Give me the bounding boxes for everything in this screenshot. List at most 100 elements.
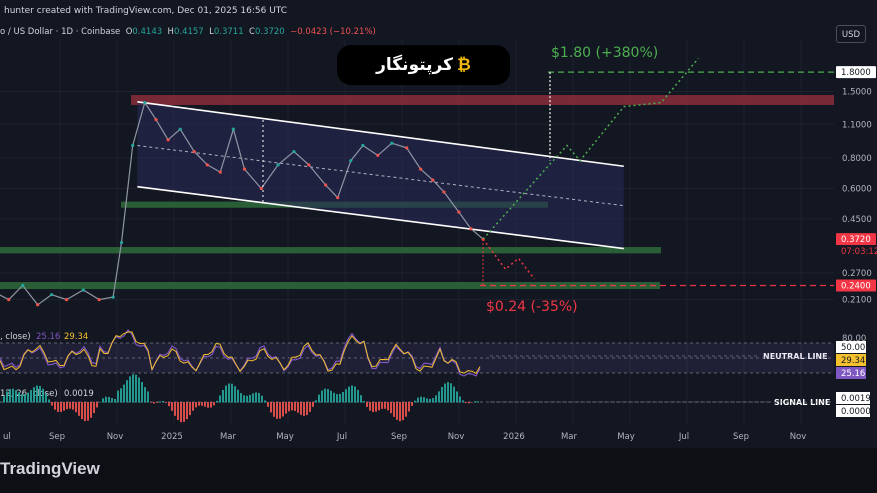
macd-bar xyxy=(279,402,281,419)
macd-bar xyxy=(417,397,419,403)
x-tick-label: ul xyxy=(3,432,11,442)
macd-bar xyxy=(138,377,140,403)
macd-bar xyxy=(204,402,206,407)
target-lines xyxy=(480,71,834,287)
zone-resistance xyxy=(131,95,834,105)
price-point xyxy=(349,159,353,163)
macd-bar xyxy=(309,402,311,412)
macd-bar xyxy=(324,388,326,403)
macd-bar xyxy=(327,388,329,403)
macd-bar xyxy=(318,394,320,403)
price-point xyxy=(469,227,473,231)
rsi-label-bg xyxy=(836,341,866,353)
currency-button[interactable]: USD xyxy=(836,25,866,43)
macd-bar xyxy=(273,402,275,417)
macd-bar xyxy=(354,386,356,403)
x-tick-label: 2025 xyxy=(161,432,183,442)
y-tick-label: 0.2100 xyxy=(842,296,872,306)
x-tick-label: May xyxy=(617,432,635,442)
macd-bar xyxy=(336,394,338,403)
macd-value: 0.0019 xyxy=(64,389,94,399)
channel-mid-line xyxy=(137,145,624,207)
price-point xyxy=(431,178,435,182)
macd-bar xyxy=(363,401,365,403)
channel-fill xyxy=(137,101,624,249)
macd-bar xyxy=(252,393,254,403)
macd-bar xyxy=(147,391,149,403)
macd-bar xyxy=(132,374,134,403)
bull-target-label: $1.80 (+380%) xyxy=(551,45,658,61)
macd-bar xyxy=(81,402,83,420)
channel-lower-line xyxy=(137,185,624,250)
macd-bar xyxy=(27,392,29,403)
macd-bar xyxy=(357,389,359,403)
macd-bar xyxy=(165,402,167,403)
macd-bar xyxy=(471,402,473,403)
bear-target-label: $0.24 (-35%) xyxy=(486,299,578,315)
macd-bar xyxy=(54,402,56,410)
macd-bar xyxy=(438,391,440,403)
price-label-bg xyxy=(836,233,876,246)
macd-bar xyxy=(270,402,272,413)
macd-bar xyxy=(291,402,293,411)
price-point xyxy=(166,138,170,142)
tradingview-logo[interactable]: TradingView xyxy=(0,459,100,479)
watermark-badge: کرپتونگار ₿ xyxy=(337,45,510,85)
macd-bar xyxy=(450,383,452,403)
macd-bar xyxy=(447,382,449,403)
neutral-line-label: NEUTRAL LINE xyxy=(763,352,828,361)
macd-label: 0.0000 xyxy=(841,407,871,417)
y-tick-label: 1.1000 xyxy=(842,120,872,130)
macd-bar xyxy=(432,398,434,403)
zone-support-2 xyxy=(0,247,661,254)
price-point xyxy=(154,117,158,122)
macd-bar xyxy=(312,402,314,407)
price-axis[interactable]: 1.5000 1.1000 0.8000 0.6000 0.4500 0.2700 0.21… xyxy=(842,87,872,305)
price-label: 1.8000 xyxy=(841,68,871,78)
x-tick-label: 2026 xyxy=(503,432,525,442)
zone-support-3 xyxy=(0,281,660,290)
macd-bar xyxy=(456,391,458,403)
rsi-pane: , close) 25.16 29.34 80.00 NEUTRAL LINE … xyxy=(0,329,866,379)
close-value: 0.3720 xyxy=(254,27,285,37)
x-tick-label: May xyxy=(276,432,294,442)
rsi-label: 29.34 xyxy=(841,356,865,366)
macd-bar xyxy=(234,386,236,403)
macd-bar xyxy=(342,392,344,403)
price-label: 0.2400 xyxy=(841,281,871,291)
x-tick-label: Mar xyxy=(561,432,578,442)
price-point xyxy=(119,240,124,245)
high-label: H xyxy=(167,27,174,37)
macd-bar xyxy=(186,402,188,420)
macd-bar xyxy=(294,402,296,411)
macd-bar xyxy=(297,402,299,413)
y-tick-label: 0.8000 xyxy=(842,154,872,164)
macd-label-bg xyxy=(836,405,870,417)
macd-bar xyxy=(177,402,179,421)
macd-bar xyxy=(300,402,302,415)
price-point xyxy=(178,127,182,131)
price-point xyxy=(336,196,340,200)
price-point xyxy=(50,293,54,297)
macd-bar xyxy=(288,402,290,412)
macd-bar xyxy=(465,402,467,404)
price-chart[interactable]: $1.80 (+380%) $0.24 (-35%) 1.5000 1.1000 0… xyxy=(0,0,877,448)
macd-bar xyxy=(477,401,479,403)
price-point xyxy=(259,186,263,191)
price-point xyxy=(307,163,311,167)
macd-bar xyxy=(459,396,461,403)
x-tick-label: Sep xyxy=(49,432,65,442)
macd-bar xyxy=(69,402,71,409)
macd-bar xyxy=(348,386,350,403)
time-axis[interactable]: ul Sep Nov 2025 Mar May Jul Sep Nov 2026 Mar May Jul… xyxy=(3,432,806,442)
macd-bar xyxy=(198,402,200,406)
macd-bar xyxy=(195,402,197,408)
macd-bar xyxy=(339,393,341,403)
symbol-name[interactable]: o / US Dollar · 1D · Coinbase xyxy=(0,27,121,37)
macd-bar xyxy=(282,402,284,417)
macd-bar xyxy=(45,393,47,403)
macd-bar xyxy=(210,402,212,408)
macd-bar xyxy=(231,383,233,403)
price-label: 07:03:12 xyxy=(841,247,877,257)
x-tick-label: Sep xyxy=(391,432,407,442)
